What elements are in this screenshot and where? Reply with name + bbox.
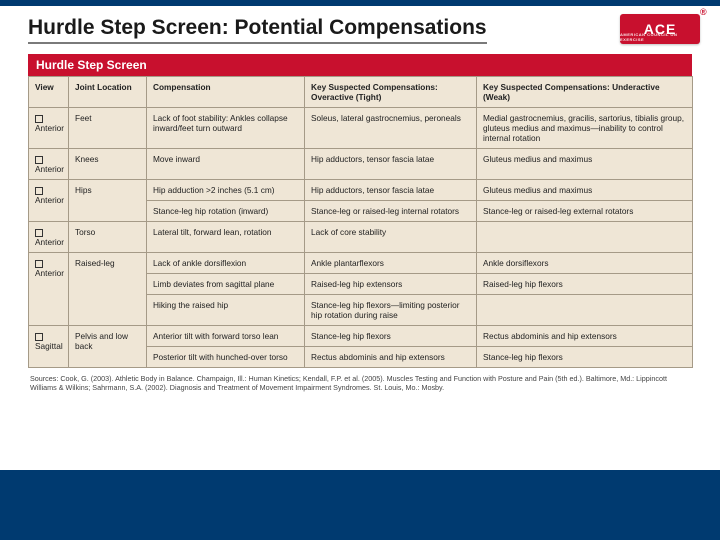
table-row: AnteriorKneesMove inwardHip adductors, t…: [29, 149, 693, 180]
cell-tight: Rectus abdominis and hip extensors: [305, 347, 477, 368]
col-tight: Key Suspected Compensations: Overactive …: [305, 77, 477, 108]
cell-tight: Stance-leg hip flexors—limiting posterio…: [305, 295, 477, 326]
cell-view: Anterior: [29, 222, 69, 253]
compensations-table: View Joint Location Compensation Key Sus…: [28, 76, 693, 368]
cell-weak: Rectus abdominis and hip extensors: [477, 326, 693, 347]
sources-text: Sources: Cook, G. (2003). Athletic Body …: [28, 368, 692, 393]
col-comp: Compensation: [147, 77, 305, 108]
cell-location: Hips: [69, 180, 147, 222]
checkbox-icon: [35, 156, 43, 164]
cell-comp: Lateral tilt, forward lean, rotation: [147, 222, 305, 253]
cell-tight: Stance-leg hip flexors: [305, 326, 477, 347]
table-banner: Hurdle Step Screen: [28, 54, 692, 76]
cell-comp: Lack of foot stability: Ankles collapse …: [147, 108, 305, 149]
cell-comp: Limb deviates from sagittal plane: [147, 274, 305, 295]
cell-weak: Medial gastrocnemius, gracilis, sartoriu…: [477, 108, 693, 149]
cell-tight: Raised-leg hip extensors: [305, 274, 477, 295]
cell-weak: Raised-leg hip flexors: [477, 274, 693, 295]
header-row: Hurdle Step Screen: Potential Compensati…: [0, 6, 720, 48]
checkbox-icon: [35, 115, 43, 123]
cell-weak: Stance-leg or raised-leg external rotato…: [477, 201, 693, 222]
cell-location: Knees: [69, 149, 147, 180]
table-row: AnteriorFeetLack of foot stability: Ankl…: [29, 108, 693, 149]
cell-location: Feet: [69, 108, 147, 149]
col-weak: Key Suspected Compensations: Underactive…: [477, 77, 693, 108]
checkbox-icon: [35, 260, 43, 268]
footer-band: [0, 470, 720, 540]
cell-tight: Hip adductors, tensor fascia latae: [305, 180, 477, 201]
cell-weak: [477, 295, 693, 326]
cell-comp: Stance-leg hip rotation (inward): [147, 201, 305, 222]
col-view: View: [29, 77, 69, 108]
table-row: AnteriorTorsoLateral tilt, forward lean,…: [29, 222, 693, 253]
checkbox-icon: [35, 187, 43, 195]
cell-comp: Hip adduction >2 inches (5.1 cm): [147, 180, 305, 201]
cell-weak: [477, 222, 693, 253]
cell-location: Pelvis and low back: [69, 326, 147, 368]
cell-comp: Hiking the raised hip: [147, 295, 305, 326]
cell-weak: Stance-leg hip flexors: [477, 347, 693, 368]
cell-view: Sagittal: [29, 326, 69, 368]
cell-tight: Stance-leg or raised-leg internal rotato…: [305, 201, 477, 222]
cell-tight: Ankle plantarflexors: [305, 253, 477, 274]
cell-tight: Hip adductors, tensor fascia latae: [305, 149, 477, 180]
cell-view: Anterior: [29, 253, 69, 326]
cell-weak: Ankle dorsiflexors: [477, 253, 693, 274]
slide-title: Hurdle Step Screen: Potential Compensati…: [28, 16, 487, 44]
ace-logo-sub: AMERICAN COUNCIL ON EXERCISE: [620, 32, 700, 42]
table-row: SagittalPelvis and low backAnterior tilt…: [29, 326, 693, 347]
cell-comp: Move inward: [147, 149, 305, 180]
cell-location: Raised-leg: [69, 253, 147, 326]
cell-tight: Lack of core stability: [305, 222, 477, 253]
table-header-row: View Joint Location Compensation Key Sus…: [29, 77, 693, 108]
checkbox-icon: [35, 333, 43, 341]
cell-view: Anterior: [29, 149, 69, 180]
cell-weak: Gluteus medius and maximus: [477, 180, 693, 201]
cell-location: Torso: [69, 222, 147, 253]
table-row: AnteriorHipsHip adduction >2 inches (5.1…: [29, 180, 693, 201]
cell-tight: Soleus, lateral gastrocnemius, peroneals: [305, 108, 477, 149]
cell-view: Anterior: [29, 180, 69, 222]
ace-logo: ACE AMERICAN COUNCIL ON EXERCISE: [620, 14, 700, 44]
table-row: AnteriorRaised-legLack of ankle dorsifle…: [29, 253, 693, 274]
cell-comp: Posterior tilt with hunched-over torso: [147, 347, 305, 368]
checkbox-icon: [35, 229, 43, 237]
table-container: Hurdle Step Screen View Joint Location C…: [0, 48, 720, 393]
cell-comp: Lack of ankle dorsiflexion: [147, 253, 305, 274]
cell-weak: Gluteus medius and maximus: [477, 149, 693, 180]
cell-comp: Anterior tilt with forward torso lean: [147, 326, 305, 347]
col-location: Joint Location: [69, 77, 147, 108]
cell-view: Anterior: [29, 108, 69, 149]
